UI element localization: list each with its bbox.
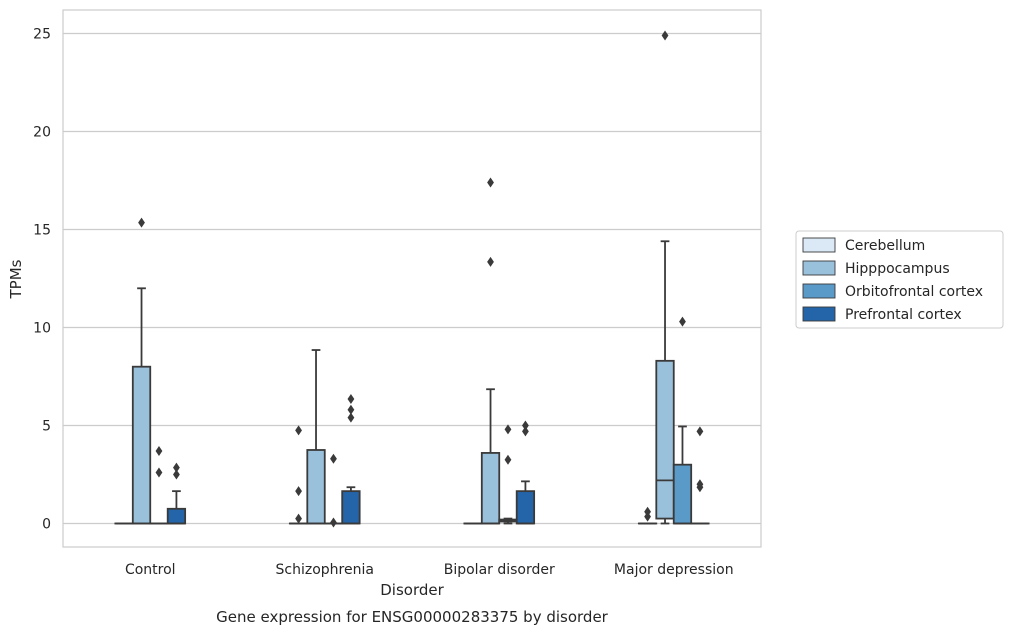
box-orbitofrontal-cortex <box>323 453 344 528</box>
box-orbitofrontal-cortex <box>672 316 693 525</box>
outlier-point <box>661 30 669 41</box>
box-series <box>114 30 710 528</box>
box-body <box>166 507 187 525</box>
outlier-point <box>644 506 651 517</box>
box-body <box>655 359 675 520</box>
outlier-point <box>295 513 302 524</box>
x-tick-label: Major depression <box>614 562 734 578</box>
axis-ticks: 0 5 10 15 20 25 Control Schizophrenia Bipolar di… <box>33 27 733 578</box>
box-prefrontal-cortex <box>341 394 361 525</box>
x-axis-label: Disorder <box>380 581 444 599</box>
legend-label: Cerebellum <box>845 238 925 254</box>
box-body <box>480 452 501 525</box>
outlier-point <box>155 445 163 456</box>
outlier-point <box>295 486 302 497</box>
box-prefrontal-cortex <box>515 420 536 525</box>
legend-frame <box>795 230 1004 329</box>
outlier-point <box>347 394 355 405</box>
x-tick-label: Bipolar disorder <box>444 562 555 578</box>
legend: Cerebellum Hipppocampus Orbitofrontal cort… <box>795 230 1004 329</box>
box-hipppocampus <box>131 217 152 525</box>
box-prefrontal-cortex <box>690 426 710 525</box>
outlier-point <box>487 177 494 188</box>
box-orbitofrontal-cortex <box>149 445 169 525</box>
x-tick-label: Control <box>125 562 176 578</box>
outlier-point <box>330 453 337 464</box>
box-body <box>131 365 152 525</box>
legend-swatch <box>802 237 836 253</box>
box-hipppocampus <box>480 177 501 525</box>
box-orbitofrontal-cortex <box>498 424 518 525</box>
outlier-point <box>347 404 355 415</box>
box-body <box>306 449 326 525</box>
legend-swatch <box>802 260 836 276</box>
outlier-point <box>155 467 163 478</box>
box-body <box>672 463 693 525</box>
outlier-point <box>504 424 512 435</box>
box-body <box>515 490 536 525</box>
y-tick-label: 10 <box>33 320 51 336</box>
outlier-point <box>679 316 686 327</box>
outlier-point <box>347 412 355 423</box>
outlier-point <box>696 426 704 437</box>
y-tick-label: 20 <box>33 125 51 141</box>
outlier-point <box>522 426 529 437</box>
outlier-point <box>504 454 512 465</box>
plot-area-frame <box>62 9 762 548</box>
y-tick-label: 15 <box>33 223 51 239</box>
box-cerebellum <box>637 506 658 525</box>
outlier-point <box>295 425 302 436</box>
box-cerebellum <box>288 425 309 525</box>
y-axis-label: TPMs <box>7 259 25 299</box>
outlier-point <box>487 256 494 267</box>
y-tick-label: 25 <box>33 27 51 43</box>
outlier-point <box>330 517 337 528</box>
legend-swatch <box>802 283 836 299</box>
box-hipppocampus <box>655 30 675 525</box>
y-tick-label: 0 <box>42 516 51 532</box>
outlier-point <box>173 469 180 480</box>
outlier-point <box>173 462 180 473</box>
x-tick-label: Schizophrenia <box>276 562 374 578</box>
chart-caption: Gene expression for ENSG00000283375 by d… <box>216 608 609 626</box>
box-body <box>341 490 361 525</box>
outlier-point <box>522 420 529 431</box>
legend-label: Hipppocampus <box>845 261 950 277</box>
legend-swatch <box>802 306 836 322</box>
outlier-point <box>138 217 145 228</box>
box-prefrontal-cortex <box>166 462 187 525</box>
box-hipppocampus <box>306 349 326 525</box>
outlier-point <box>696 479 704 490</box>
legend-label: Prefrontal cortex <box>845 307 962 323</box>
legend-label: Orbitofrontal cortex <box>845 284 983 300</box>
y-tick-label: 5 <box>42 418 51 434</box>
